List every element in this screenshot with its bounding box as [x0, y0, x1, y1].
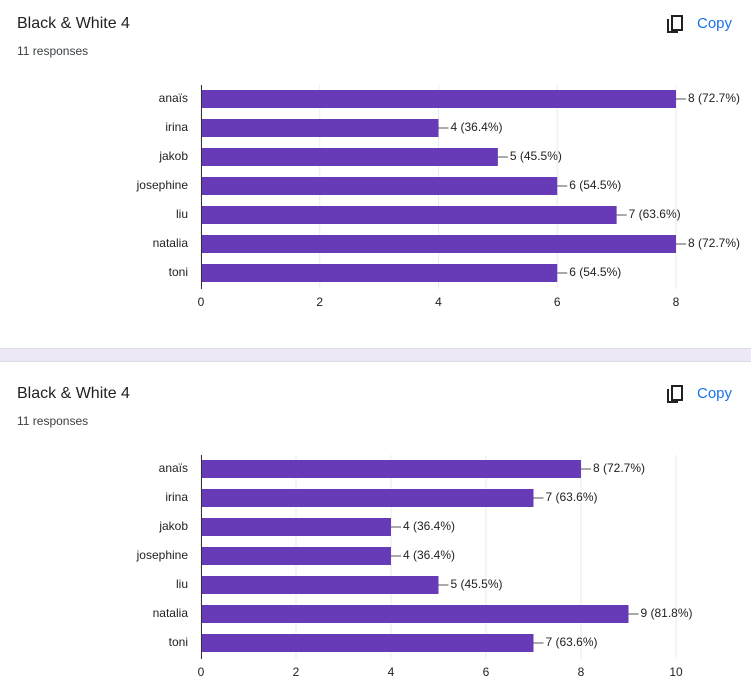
- category-label: jakob: [158, 519, 188, 533]
- x-tick-label: 6: [483, 665, 490, 679]
- value-label: 9 (81.8%): [641, 606, 693, 620]
- bar: [202, 235, 676, 253]
- category-label: toni: [169, 635, 188, 649]
- value-label: 4 (36.4%): [403, 519, 455, 533]
- value-label: 5 (45.5%): [510, 149, 562, 163]
- value-label: 4 (36.4%): [451, 120, 503, 134]
- response-count: 11 responses: [17, 414, 88, 428]
- category-label: jakob: [158, 149, 188, 163]
- x-tick-label: 0: [198, 295, 205, 309]
- bar: [202, 119, 439, 137]
- x-tick-label: 6: [554, 295, 561, 309]
- copy-button[interactable]: Copy: [697, 15, 733, 32]
- x-tick-label: 2: [293, 665, 300, 679]
- x-tick-label: 4: [435, 295, 442, 309]
- response-count: 11 responses: [17, 44, 88, 58]
- bar: [202, 576, 439, 594]
- bar: [202, 605, 629, 623]
- category-label: liu: [176, 207, 188, 221]
- bar: [202, 547, 391, 565]
- category-label: natalia: [153, 606, 189, 620]
- bar: [202, 148, 498, 166]
- bar: [202, 206, 617, 224]
- card-title: Black & White 4: [17, 15, 130, 32]
- bar: [202, 90, 676, 108]
- bar: [202, 489, 534, 507]
- bar: [202, 177, 558, 195]
- x-tick-label: 8: [578, 665, 585, 679]
- category-label: anaïs: [159, 461, 188, 475]
- x-tick-label: 8: [673, 295, 680, 309]
- category-label: natalia: [153, 236, 189, 250]
- x-tick-label: 4: [388, 665, 395, 679]
- value-label: 8 (72.7%): [688, 91, 740, 105]
- x-tick-label: 10: [669, 665, 683, 679]
- value-label: 5 (45.5%): [451, 577, 503, 591]
- value-label: 8 (72.7%): [593, 461, 645, 475]
- category-label: irina: [165, 490, 188, 504]
- category-label: toni: [169, 265, 188, 279]
- value-label: 7 (63.6%): [629, 207, 681, 221]
- bar: [202, 460, 581, 478]
- bar: [202, 518, 391, 536]
- copy-button[interactable]: Copy: [697, 385, 733, 402]
- value-label: 6 (54.5%): [569, 178, 621, 192]
- copy-icon[interactable]: [667, 389, 678, 403]
- value-label: 7 (63.6%): [546, 635, 598, 649]
- category-label: irina: [165, 120, 188, 134]
- card-title: Black & White 4: [17, 385, 130, 402]
- copy-icon[interactable]: [671, 385, 683, 401]
- x-tick-label: 2: [316, 295, 323, 309]
- value-label: 6 (54.5%): [569, 265, 621, 279]
- copy-icon[interactable]: [667, 19, 678, 33]
- value-label: 8 (72.7%): [688, 236, 740, 250]
- value-label: 7 (63.6%): [546, 490, 598, 504]
- bar: [202, 264, 558, 282]
- bar: [202, 634, 534, 652]
- x-tick-label: 0: [198, 665, 205, 679]
- category-label: josephine: [136, 548, 189, 562]
- separator: [0, 348, 751, 362]
- category-label: anaïs: [159, 91, 188, 105]
- category-label: josephine: [136, 178, 189, 192]
- value-label: 4 (36.4%): [403, 548, 455, 562]
- copy-icon[interactable]: [671, 15, 683, 31]
- category-label: liu: [176, 577, 188, 591]
